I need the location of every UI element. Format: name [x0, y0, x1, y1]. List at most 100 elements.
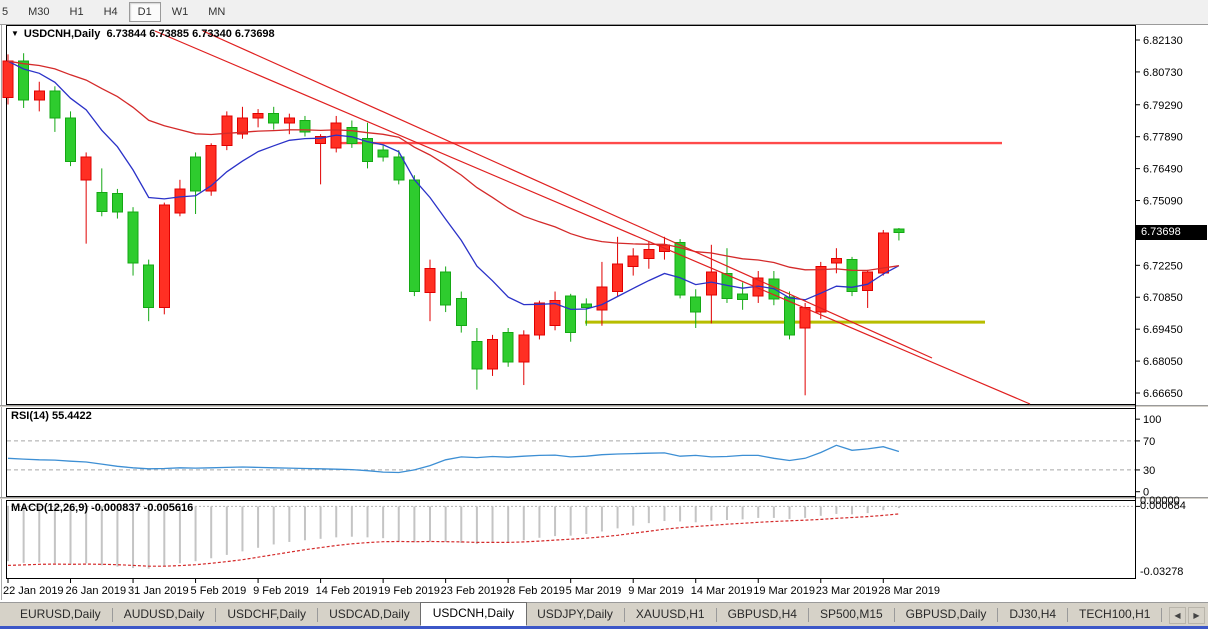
- chart-tab-gbpusd[interactable]: GBPUSD,Daily: [905, 607, 987, 621]
- candle: [361, 138, 373, 163]
- tab-divider: [715, 607, 717, 622]
- tab-divider: [1067, 607, 1069, 622]
- timeframe-button-w1[interactable]: W1: [171, 6, 189, 18]
- tab-scroll-left-icon[interactable]: ◀: [1169, 607, 1186, 624]
- rsi-axis-label: 100: [1143, 414, 1161, 426]
- candle: [111, 192, 123, 213]
- chart-tab-usdchf[interactable]: USDCHF,Daily: [227, 607, 307, 621]
- candle: [643, 248, 655, 259]
- candle: [846, 259, 858, 293]
- timeframe-button-mn[interactable]: MN: [208, 6, 226, 18]
- candle: [205, 145, 217, 192]
- main-chart-panel: [6, 25, 1136, 405]
- candle: [190, 156, 202, 192]
- candle: [815, 265, 827, 313]
- candle: [549, 300, 561, 327]
- chart-tab-usdcad[interactable]: USDCAD,Daily: [329, 607, 410, 621]
- rsi-axis-label: 30: [1143, 465, 1155, 477]
- candle: [174, 188, 186, 214]
- tab-scroll-arrows: ◀ ▶: [1169, 607, 1205, 624]
- candle: [252, 113, 264, 119]
- timeframe-toolbar: 5 M30 H1 H4 D1 W1 MN: [0, 0, 1208, 25]
- candle: [127, 211, 139, 264]
- candle: [690, 296, 702, 313]
- tab-divider: [111, 607, 113, 622]
- taskbar-edge: [0, 626, 1208, 629]
- candle: [96, 191, 108, 213]
- chart-tab-usdcnh[interactable]: USDCNH,Daily: [419, 601, 528, 626]
- candle: [627, 255, 639, 267]
- macd-signal-line: [7, 513, 899, 567]
- candle: [455, 297, 467, 327]
- candle: [565, 295, 577, 334]
- candle: [533, 302, 545, 336]
- chart-tab-tech100[interactable]: TECH100,H1: [1079, 607, 1151, 621]
- candle: [674, 242, 686, 296]
- timeframe-button-d1[interactable]: D1: [128, 2, 161, 22]
- candle: [471, 341, 483, 370]
- chevron-down-icon[interactable]: ▼: [11, 29, 19, 38]
- date-axis-label: 5 Mar 2019: [566, 585, 622, 597]
- candle: [221, 115, 233, 147]
- candle: [580, 303, 592, 309]
- date-axis-label: 23 Mar 2019: [816, 585, 878, 597]
- candle: [315, 135, 327, 144]
- date-axis-label: 9 Feb 2019: [253, 585, 309, 597]
- timeframe-button-m30[interactable]: M30: [28, 6, 50, 18]
- date-axis-label: 22 Jan 2019: [3, 585, 64, 597]
- tab-divider: [997, 607, 999, 622]
- candle: [2, 60, 14, 99]
- ma-slow-line: [7, 60, 899, 272]
- candle: [49, 90, 61, 119]
- candle: [143, 264, 155, 309]
- chart-tab-usdjpy[interactable]: USDJPY,Daily: [537, 607, 613, 621]
- date-axis-label: 14 Mar 2019: [691, 585, 753, 597]
- candle: [80, 156, 92, 181]
- chart-tab-dj30[interactable]: DJ30,H4: [1009, 607, 1057, 621]
- timeframe-button-h4[interactable]: H4: [103, 6, 118, 18]
- candle: [158, 204, 170, 309]
- tab-divider: [807, 607, 809, 622]
- chart-tab-gbpusd[interactable]: GBPUSD,H4: [727, 607, 797, 621]
- price-axis-label: 6.80730: [1143, 67, 1183, 79]
- candle: [33, 90, 45, 101]
- date-axis-label: 9 Mar 2019: [628, 585, 684, 597]
- price-axis-label: 6.72250: [1143, 260, 1183, 272]
- date-axis-label: 14 Feb 2019: [316, 585, 378, 597]
- date-axis-label: 19 Feb 2019: [378, 585, 440, 597]
- price-axis-label: 6.75090: [1143, 196, 1183, 208]
- date-axis-label: 19 Mar 2019: [753, 585, 815, 597]
- tab-scroll-right-icon[interactable]: ▶: [1188, 607, 1205, 624]
- macd-indicator-label: MACD(12,26,9) -0.000837 -0.005616: [11, 502, 194, 514]
- timeframe-button-5[interactable]: 5: [2, 6, 9, 18]
- price-axis-label: 6.70850: [1143, 292, 1183, 304]
- candle: [737, 293, 749, 300]
- candle: [408, 179, 420, 293]
- candle: [502, 332, 514, 363]
- chart-tab-xauusd[interactable]: XAUUSD,H1: [635, 607, 705, 621]
- price-axis-label: 6.66650: [1143, 388, 1183, 400]
- chart-title: ▼ USDCNH,Daily 6.73844 6.73885 6.73340 6.…: [11, 28, 275, 40]
- candle: [283, 117, 295, 124]
- candle: [424, 268, 436, 294]
- chart-tab-audusd[interactable]: AUDUSD,Daily: [123, 607, 205, 621]
- chart-tab-sp500[interactable]: SP500,M15: [819, 607, 883, 621]
- current-price-badge: 6.73698: [1136, 225, 1207, 240]
- timeframe-button-h1[interactable]: H1: [69, 6, 84, 18]
- chart-tab-eurusd[interactable]: EURUSD,Daily: [20, 607, 101, 621]
- descending-trendline: [202, 30, 933, 359]
- tab-divider: [1161, 607, 1163, 622]
- date-axis-label: 31 Jan 2019: [128, 585, 189, 597]
- ma-fast-line: [7, 60, 900, 311]
- candle: [596, 286, 608, 311]
- candle: [346, 126, 358, 144]
- chart-ohlc-values: 6.73844 6.73885 6.73340 6.73698: [106, 28, 275, 40]
- candle: [440, 271, 452, 306]
- macd-axis-bottom-label: -0.03278: [1140, 566, 1183, 578]
- rsi-axis-label: 0: [1143, 487, 1149, 499]
- tab-divider: [893, 607, 895, 622]
- price-axis-label: 6.76490: [1143, 164, 1183, 176]
- rsi-axis-label: 70: [1143, 436, 1155, 448]
